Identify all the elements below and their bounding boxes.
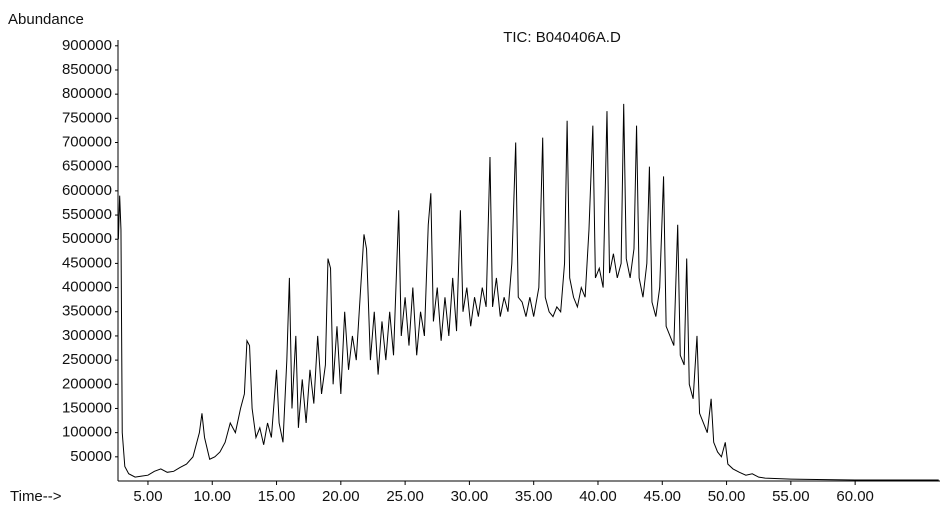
y-tick-label: 250000 <box>62 351 112 368</box>
x-tick-label: 55.00 <box>772 488 810 505</box>
y-tick-label: 50000 <box>70 448 112 465</box>
x-tick-label: 35.00 <box>515 488 553 505</box>
chart-title: TIC: B040406A.D <box>503 29 621 46</box>
y-axis-label: Abundance <box>8 11 84 28</box>
y-tick-label: 400000 <box>62 279 112 296</box>
y-tick-label: 700000 <box>62 133 112 150</box>
y-tick-label: 300000 <box>62 327 112 344</box>
y-tick-label: 650000 <box>62 158 112 175</box>
x-tick-label: 60.00 <box>836 488 874 505</box>
x-tick-label: 15.00 <box>258 488 296 505</box>
x-tick-label: 45.00 <box>643 488 681 505</box>
x-tick-label: 10.00 <box>193 488 231 505</box>
y-tick-label: 350000 <box>62 303 112 320</box>
x-tick-label: 5.00 <box>133 488 162 505</box>
data-line <box>117 103 939 481</box>
x-tick-label: 25.00 <box>386 488 424 505</box>
x-tick-label: 40.00 <box>579 488 617 505</box>
y-tick-label: 750000 <box>62 109 112 126</box>
y-tick-label: 150000 <box>62 399 112 416</box>
y-tick-label: 800000 <box>62 85 112 102</box>
x-axis-label: Time--> <box>10 488 62 505</box>
x-tick-label: 20.00 <box>322 488 360 505</box>
y-tick-label: 100000 <box>62 424 112 441</box>
y-tick-label: 900000 <box>62 37 112 54</box>
x-tick-label: 50.00 <box>708 488 746 505</box>
y-tick-label: 850000 <box>62 61 112 78</box>
y-tick-label: 600000 <box>62 182 112 199</box>
y-tick-label: 200000 <box>62 375 112 392</box>
y-tick-label: 500000 <box>62 230 112 247</box>
y-tick-label: 550000 <box>62 206 112 223</box>
y-tick-label: 450000 <box>62 254 112 271</box>
x-tick-label: 30.00 <box>451 488 489 505</box>
